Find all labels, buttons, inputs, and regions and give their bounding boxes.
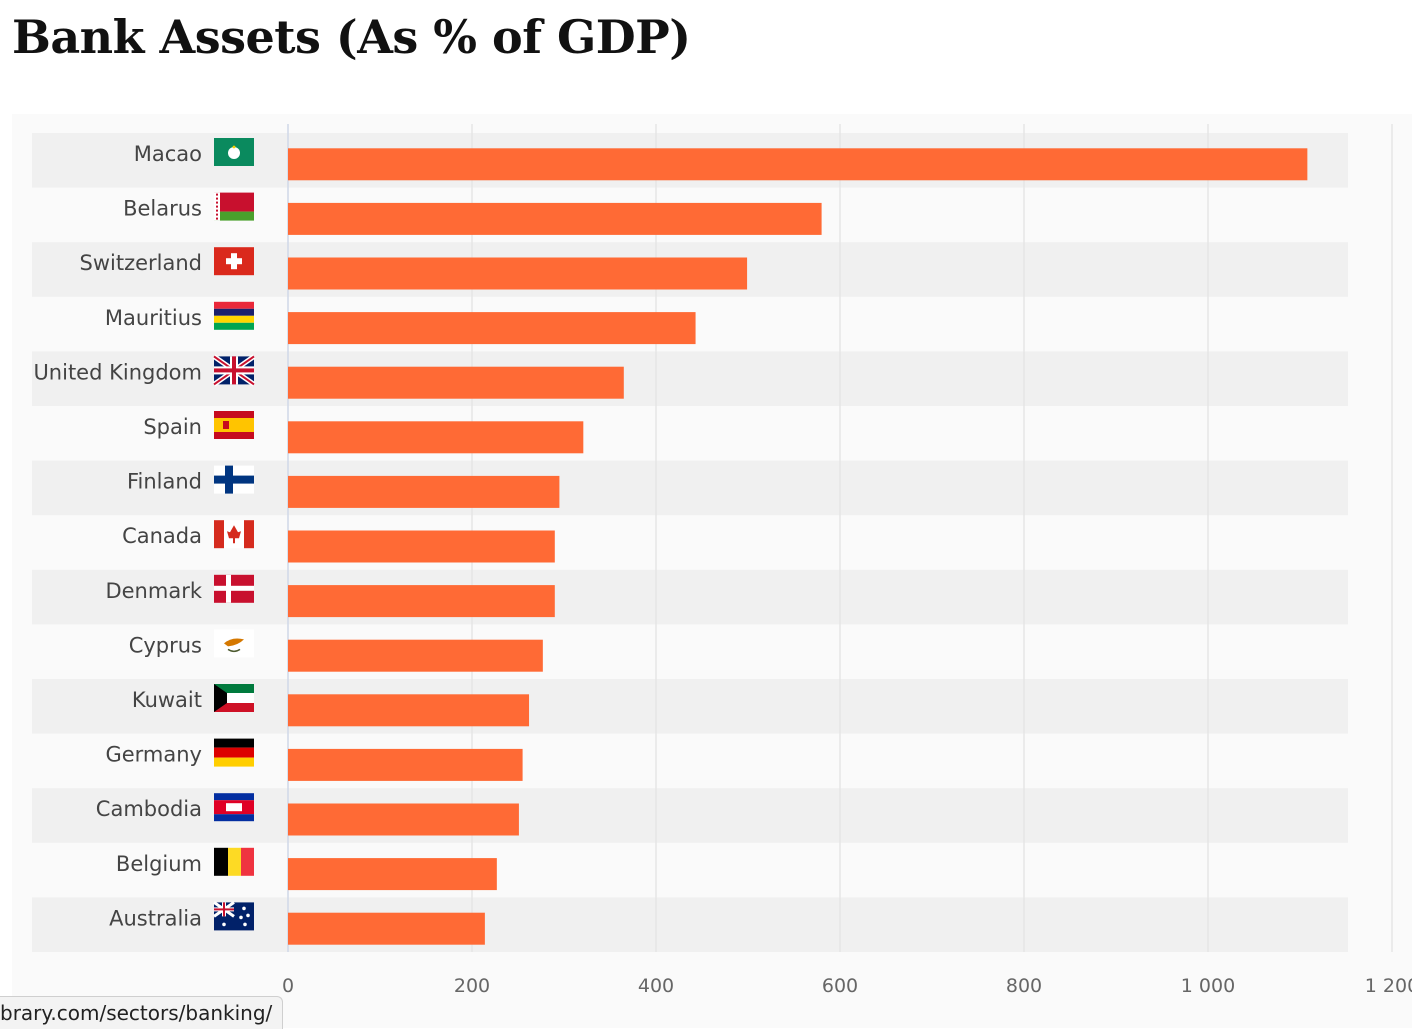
flag-cambodia-icon <box>214 793 254 822</box>
flag-australia-icon <box>213 901 254 931</box>
category-label: Spain <box>143 415 202 439</box>
bar <box>288 475 560 508</box>
category-label: Macao <box>134 142 202 166</box>
flag-germany-icon <box>214 738 254 767</box>
bar <box>288 421 584 454</box>
x-tick-label: 200 <box>454 975 490 997</box>
bar-chart: Macao Belarus Switzerland Mauritius United K… <box>32 124 1412 997</box>
chart-panel: Macao Belarus Switzerland Mauritius United K… <box>12 114 1412 1028</box>
bar <box>288 694 530 727</box>
category-label: Germany <box>105 743 202 767</box>
category-label: Finland <box>127 470 202 494</box>
category-label: Belgium <box>116 852 202 876</box>
category-label: Canada <box>122 524 202 548</box>
bar <box>288 803 519 836</box>
category-label: Cambodia <box>96 797 202 821</box>
flag-belgium-icon <box>214 847 254 876</box>
flag-canada-icon <box>214 520 254 549</box>
x-tick-label: 600 <box>822 975 858 997</box>
flag-mauritius-icon <box>214 301 254 330</box>
bar <box>288 858 497 891</box>
x-tick-label: 800 <box>1006 975 1042 997</box>
x-tick-label: 1 000 <box>1181 975 1235 997</box>
bar <box>288 748 523 781</box>
bar <box>288 639 543 672</box>
x-tick-label: 1 200 <box>1365 975 1412 997</box>
flag-finland-icon <box>214 465 254 494</box>
page-title: Bank Assets (As % of GDP) <box>12 10 691 64</box>
flag-kuwait-icon <box>214 684 254 712</box>
bar <box>288 585 555 618</box>
category-label: Switzerland <box>80 251 203 275</box>
bar <box>288 257 748 290</box>
category-label: Denmark <box>105 579 202 603</box>
bar <box>288 530 555 563</box>
flag-belarus-icon <box>214 192 254 221</box>
bar <box>288 366 624 399</box>
category-label: Cyprus <box>129 633 202 657</box>
category-label: Australia <box>109 906 202 930</box>
flag-denmark-icon <box>214 574 254 603</box>
bar <box>288 148 1308 181</box>
flag-cyprus-icon <box>214 629 254 658</box>
bar <box>288 912 485 945</box>
x-tick-label: 400 <box>638 975 674 997</box>
category-label: United Kingdom <box>33 360 202 384</box>
flag-macao-icon <box>214 138 254 166</box>
category-label: Belarus <box>123 197 202 221</box>
category-label: Mauritius <box>105 306 202 330</box>
status-bar-url: brary.com/sectors/banking/ <box>0 996 284 1029</box>
bar <box>288 202 822 235</box>
flag-spain-icon <box>214 411 254 439</box>
bar <box>288 312 696 345</box>
x-tick-label: 0 <box>282 975 294 997</box>
flag-united-kingdom-icon <box>212 354 256 387</box>
flag-switzerland-icon <box>214 247 254 276</box>
category-label: Kuwait <box>132 688 202 712</box>
